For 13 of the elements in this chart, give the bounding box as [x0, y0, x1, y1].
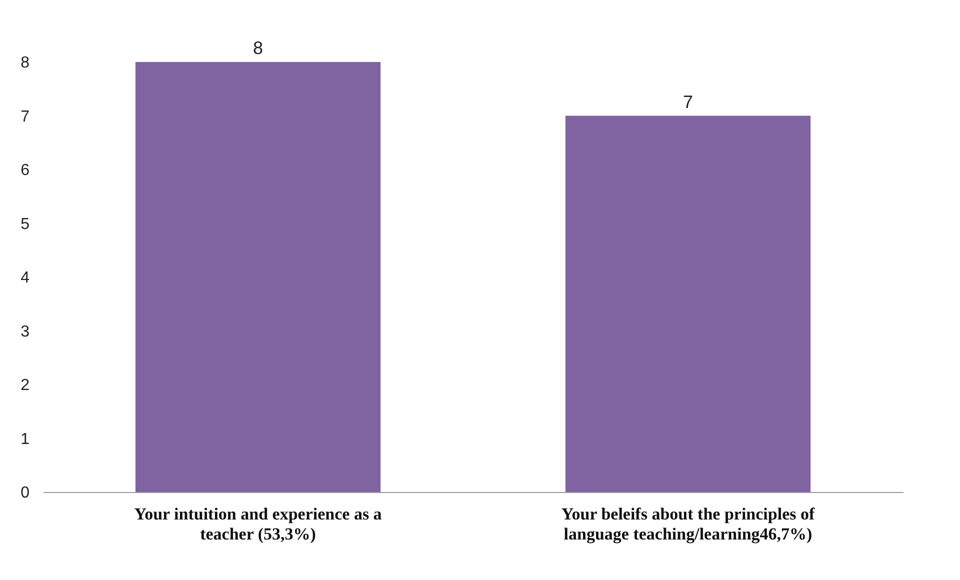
y-tick-label: 5 — [20, 216, 30, 233]
y-tick-label: 7 — [20, 108, 30, 126]
x-tick-label: Your beleifs about the principles of language teaching/learning46,7%) — [561, 504, 815, 544]
y-tick-label: 4 — [20, 270, 30, 286]
y-tick-label: 3 — [20, 323, 30, 340]
y-tick-label: 8 — [20, 54, 30, 72]
y-tick-label: 1 — [20, 430, 30, 448]
x-tick-label: Your intuition and experience as a teacher (53,3%) — [134, 504, 382, 544]
data-label: 8 — [252, 38, 264, 58]
y-tick-label: 2 — [20, 377, 30, 394]
y-tick-label: 6 — [20, 162, 30, 179]
data-label: 7 — [682, 92, 694, 112]
y-tick-label: 0 — [20, 484, 30, 502]
